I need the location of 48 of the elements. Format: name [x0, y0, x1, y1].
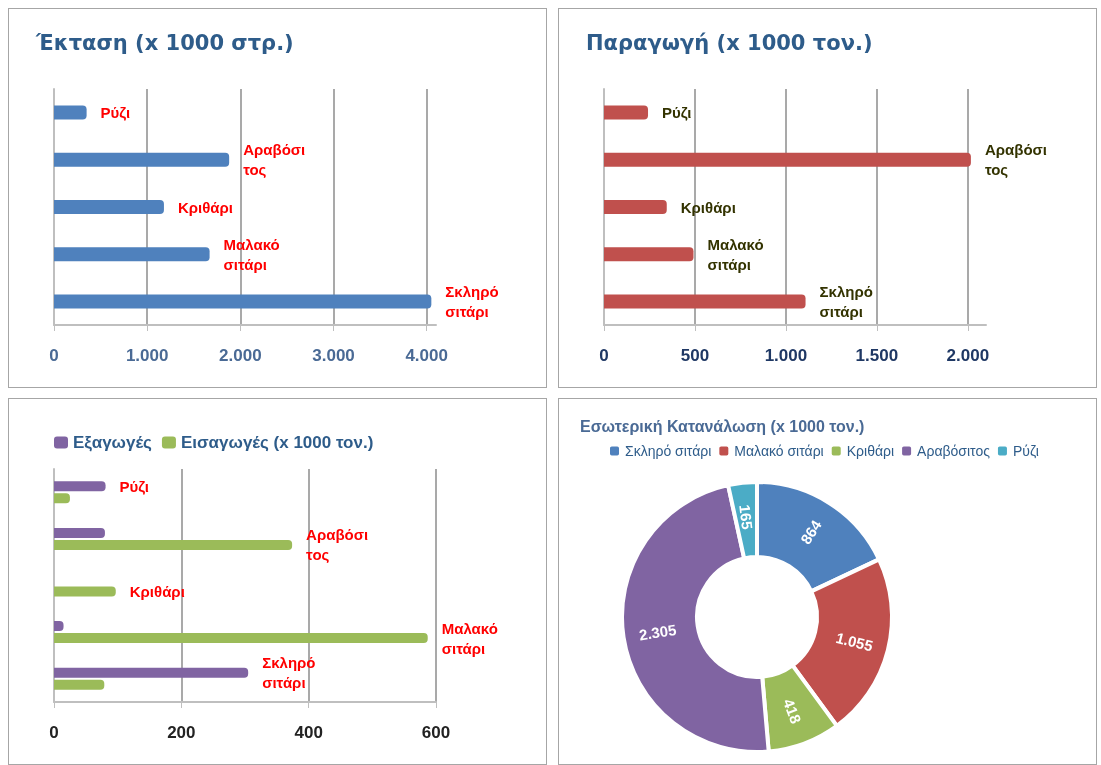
x-tick-label: 2.000	[219, 346, 262, 365]
data-label: 1.055	[834, 628, 875, 655]
x-tick-label: 1.000	[764, 346, 808, 365]
legend-label: Αραβόσιτος	[917, 443, 991, 459]
x-tick-label: 0	[599, 346, 609, 365]
legend-label: Κριθάρι	[846, 443, 895, 459]
x-tick-label: 1.500	[855, 346, 899, 365]
legend-label: Σκληρό σιτάρι	[625, 443, 712, 459]
chart-title: Έκταση (x 1000 στρ.)	[35, 30, 294, 55]
chart-title: Εσωτερική Κατανάλωση (x 1000 τον.)	[580, 417, 865, 435]
x-tick-label: 0	[49, 346, 59, 365]
x-tick-label: 200	[167, 723, 196, 742]
bar	[54, 667, 249, 678]
data-label: 165	[736, 503, 756, 531]
x-tick-label: 1.000	[125, 346, 169, 365]
bar	[54, 152, 230, 167]
x-tick-label: 400	[294, 723, 323, 742]
data-label: 2.305	[637, 620, 678, 644]
x-tick-label: 2.000	[946, 346, 990, 365]
bar	[54, 586, 116, 597]
x-tick-label: 3.000	[312, 346, 355, 365]
chart-title: Παραγωγή (x 1000 τον.)	[586, 30, 873, 55]
bar	[54, 539, 293, 550]
x-tick-label: 500	[680, 346, 710, 365]
legend-label: Μαλακό σιτάρι	[734, 443, 824, 459]
data-label: 418	[780, 696, 805, 726]
x-tick-label: 4.000	[405, 346, 448, 365]
bar	[604, 294, 806, 309]
x-tick-label: 0	[49, 723, 59, 742]
bar	[54, 294, 432, 309]
bar	[54, 247, 210, 262]
bar	[604, 247, 694, 262]
bar	[54, 200, 164, 214]
bar	[54, 493, 70, 504]
bar	[604, 200, 667, 214]
legend-label: Εισαγωγές (x 1000 τον.)	[180, 433, 374, 452]
y-tick-label: Αραβόσιτος	[243, 141, 306, 179]
bar	[54, 527, 105, 538]
bar	[54, 679, 105, 690]
bar	[604, 105, 649, 120]
data-label: 864	[796, 516, 826, 548]
bar	[54, 481, 106, 492]
x-tick-label: 600	[421, 723, 451, 742]
bar	[604, 152, 971, 167]
bar	[54, 105, 87, 120]
legend-label: Εξαγωγές	[73, 433, 153, 452]
legend-label: Ρύζι	[1012, 443, 1039, 459]
bar	[54, 633, 428, 644]
